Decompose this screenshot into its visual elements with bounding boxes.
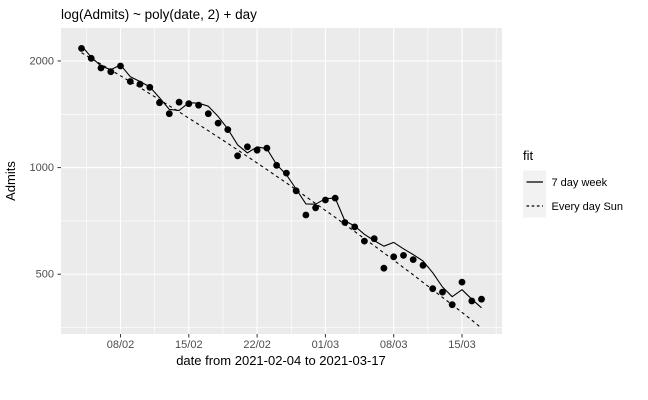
data-point [351, 223, 359, 231]
data-point [195, 101, 203, 109]
data-point [448, 301, 456, 309]
data-point [175, 98, 183, 106]
y-tick-label: 500 [36, 269, 54, 281]
data-point [146, 83, 154, 91]
plot-area: 08/02 15/02 22/02 01/03 08/03 15/03 2000 1000 50… [30, 28, 502, 351]
data-point [322, 196, 329, 204]
data-point [429, 285, 437, 293]
data-points [78, 45, 485, 309]
x-tick-label: 01/03 [312, 339, 340, 351]
data-point [185, 100, 193, 108]
data-point [302, 211, 310, 219]
data-point [478, 295, 485, 303]
data-point [390, 253, 398, 261]
data-point [380, 264, 388, 272]
legend-title: fit [523, 148, 534, 163]
data-point [204, 110, 212, 118]
data-point [331, 194, 339, 202]
axis-ticks: 08/02 15/02 22/02 01/03 08/03 15/03 2000 1000 50… [30, 55, 476, 351]
data-point [292, 187, 300, 195]
x-tick-label: 15/03 [448, 339, 476, 351]
legend-label-7-day-week: 7 day week [552, 177, 608, 189]
data-point [117, 62, 124, 70]
data-point [224, 126, 232, 133]
x-tick-label: 22/02 [243, 339, 271, 351]
x-tick-label: 08/02 [107, 339, 135, 351]
data-point [136, 80, 144, 88]
data-point [468, 297, 476, 305]
y-tick-label: 2000 [30, 55, 54, 67]
chart-title: log(Admits) ~ poly(date, 2) + day [61, 7, 257, 22]
data-point [263, 144, 271, 152]
data-point [458, 278, 466, 286]
y-axis-title: Admits [3, 161, 18, 201]
data-point [253, 146, 261, 154]
data-point [126, 78, 134, 85]
data-point [244, 143, 251, 151]
fit-line-every-day-sun [81, 52, 482, 329]
data-point [400, 252, 407, 259]
major-gridlines [61, 28, 502, 334]
x-tick-label: 15/02 [175, 339, 203, 351]
data-point [97, 64, 105, 72]
data-point [409, 256, 417, 263]
legend-label-every-day-sun: Every day Sun [552, 201, 624, 213]
data-point [419, 261, 427, 269]
data-point [439, 288, 446, 296]
x-tick-label: 08/03 [380, 339, 408, 351]
data-point [107, 68, 115, 76]
data-point [165, 110, 173, 118]
data-point [341, 219, 349, 226]
data-point [361, 237, 368, 245]
data-point [273, 161, 280, 169]
data-point [78, 45, 85, 52]
legend: fit 7 day week Every day Sun [523, 148, 623, 218]
data-point [283, 169, 290, 177]
data-point [87, 54, 95, 62]
data-point [370, 235, 378, 243]
data-point [156, 99, 163, 107]
x-axis-title: date from 2021-02-04 to 2021-03-17 [176, 353, 386, 368]
y-tick-label: 1000 [30, 162, 54, 174]
data-point [234, 152, 242, 160]
data-point [214, 119, 222, 127]
data-point [312, 204, 319, 212]
legend-key-every-day-sun [523, 194, 546, 218]
minor-gridlines [61, 28, 502, 334]
